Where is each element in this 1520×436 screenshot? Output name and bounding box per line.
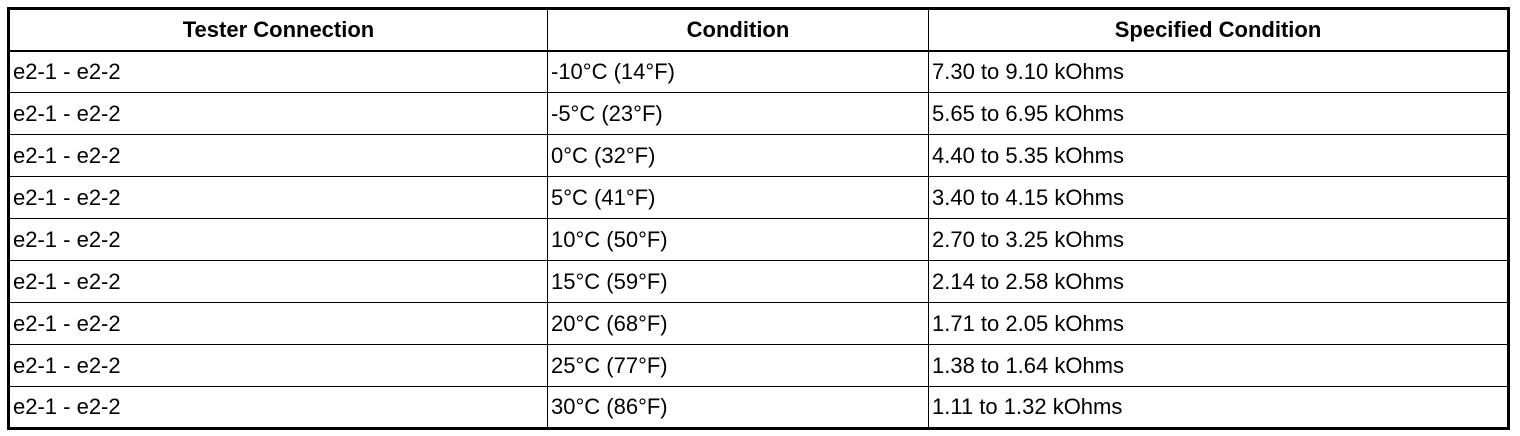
table-row: e2-1 - e2-2 25°C (77°F) 1.38 to 1.64 kOhms (8, 344, 1509, 387)
table-cell: 30°C (86°F) (547, 386, 929, 429)
table-cell: 20°C (68°F) (547, 302, 929, 345)
table-cell: 25°C (77°F) (547, 344, 929, 387)
table-row: e2-1 - e2-2 0°C (32°F) 4.40 to 5.35 kOhms (8, 134, 1509, 177)
table-head: Tester Connection Condition Specified Cond… (8, 8, 1509, 52)
table-cell: e2-1 - e2-2 (8, 134, 548, 177)
table-cell: 2.70 to 3.25 kOhms (928, 218, 1509, 261)
table-cell: 0°C (32°F) (547, 134, 929, 177)
table-cell: e2-1 - e2-2 (8, 50, 548, 93)
table-cell: -5°C (23°F) (547, 92, 929, 135)
table-row: e2-1 - e2-2 10°C (50°F) 2.70 to 3.25 kOhms (8, 218, 1509, 261)
spec-table: Tester Connection Condition Specified Cond… (7, 7, 1510, 430)
table-row: e2-1 - e2-2 30°C (86°F) 1.11 to 1.32 kOhms (8, 386, 1509, 429)
table-row: e2-1 - e2-2 5°C (41°F) 3.40 to 4.15 kOhms (8, 176, 1509, 219)
table-cell: 15°C (59°F) (547, 260, 929, 303)
table-cell: 1.11 to 1.32 kOhms (928, 386, 1509, 429)
table-row: e2-1 - e2-2 20°C (68°F) 1.71 to 2.05 kOhms (8, 302, 1509, 345)
header-cell: Condition (547, 8, 929, 52)
table-row: e2-1 - e2-2 -10°C (14°F) 7.30 to 9.10 kOhm… (8, 50, 1509, 93)
table-cell: 5.65 to 6.95 kOhms (928, 92, 1509, 135)
table-cell: 1.38 to 1.64 kOhms (928, 344, 1509, 387)
table-cell: e2-1 - e2-2 (8, 260, 548, 303)
table-cell: e2-1 - e2-2 (8, 218, 548, 261)
table-body: e2-1 - e2-2 -10°C (14°F) 7.30 to 9.10 kOhm… (8, 50, 1509, 429)
table-cell: 10°C (50°F) (547, 218, 929, 261)
table-cell: 4.40 to 5.35 kOhms (928, 134, 1509, 177)
table-cell: e2-1 - e2-2 (8, 386, 548, 429)
header-cell: Tester Connection (8, 8, 548, 52)
table-cell: 1.71 to 2.05 kOhms (928, 302, 1509, 345)
table-row: e2-1 - e2-2 -5°C (23°F) 5.65 to 6.95 kOhms (8, 92, 1509, 135)
header-row: Tester Connection Condition Specified Cond… (8, 8, 1509, 52)
table-cell: 7.30 to 9.10 kOhms (928, 50, 1509, 93)
table-cell: e2-1 - e2-2 (8, 344, 548, 387)
table-row: e2-1 - e2-2 15°C (59°F) 2.14 to 2.58 kOhms (8, 260, 1509, 303)
table-cell: e2-1 - e2-2 (8, 176, 548, 219)
table-cell: e2-1 - e2-2 (8, 302, 548, 345)
table-cell: -10°C (14°F) (547, 50, 929, 93)
table-cell: 3.40 to 4.15 kOhms (928, 176, 1509, 219)
table-cell: 5°C (41°F) (547, 176, 929, 219)
header-cell: Specified Condition (928, 8, 1509, 52)
table-cell: e2-1 - e2-2 (8, 92, 548, 135)
table-cell: 2.14 to 2.58 kOhms (928, 260, 1509, 303)
